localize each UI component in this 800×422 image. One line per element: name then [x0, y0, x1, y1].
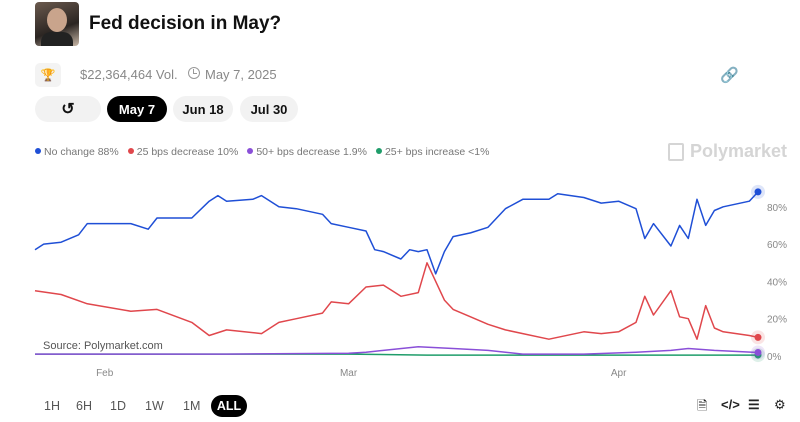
- x-tick-label: Mar: [340, 368, 358, 379]
- timeframe-all[interactable]: ALL: [211, 395, 247, 417]
- end-date: May 7, 2025: [205, 67, 277, 82]
- code-icon[interactable]: </>: [721, 397, 740, 412]
- document-icon[interactable]: 🗎: [697, 398, 708, 413]
- legend-50-decrease: 50+ bps decrease 1.9%: [247, 146, 367, 158]
- legend-25-increase: 25+ bps increase <1%: [375, 146, 489, 158]
- series-line: [34, 191, 759, 275]
- y-tick-label: 60%: [767, 240, 787, 251]
- timeframe-1w[interactable]: 1W: [145, 399, 164, 413]
- series-line: [34, 262, 759, 340]
- timeframe-1d[interactable]: 1D: [110, 399, 126, 413]
- series-line: [35, 345, 759, 355]
- timeframe-6h[interactable]: 6H: [76, 399, 92, 413]
- x-tick-label: Apr: [611, 368, 627, 379]
- volume: $22,364,464 Vol.: [80, 67, 178, 82]
- tab-jul-30[interactable]: Jul 30: [240, 96, 298, 122]
- price-chart: 0% 20% 40% 60% 80% Feb Mar Apr: [34, 184, 787, 379]
- tab-jun-18[interactable]: Jun 18: [173, 96, 233, 122]
- series-end-marker: [754, 188, 762, 196]
- trophy-icon[interactable]: 🏆: [35, 63, 61, 87]
- link-icon[interactable]: 🔗: [720, 67, 739, 84]
- y-tick-label: 40%: [767, 277, 787, 288]
- history-icon: ↺: [61, 101, 75, 118]
- series-end-marker: [754, 348, 762, 356]
- legend-25-decrease: 25 bps decrease 10%: [127, 146, 238, 158]
- tab-may-7[interactable]: May 7: [107, 96, 167, 122]
- market-avatar: [35, 2, 79, 46]
- clock-icon: [188, 67, 200, 79]
- y-tick-label: 80%: [767, 203, 787, 214]
- chart-legend: No change 88% 25 bps decrease 10% 50+ bp…: [35, 146, 489, 158]
- polymarket-logo: Polymarket: [668, 141, 787, 162]
- history-button[interactable]: ↺: [35, 96, 101, 122]
- series-end-marker: [754, 333, 762, 341]
- x-tick-label: Feb: [96, 368, 114, 379]
- market-title: Fed decision in May?: [89, 13, 282, 34]
- timeframe-1m[interactable]: 1M: [183, 399, 201, 413]
- timeframe-1h[interactable]: 1H: [44, 399, 60, 413]
- y-tick-label: 0%: [767, 352, 782, 363]
- y-tick-label: 20%: [767, 315, 787, 326]
- legend-no-change: No change 88%: [35, 146, 119, 158]
- sliders-icon[interactable]: ☰: [748, 397, 760, 412]
- gear-icon[interactable]: ⚙: [774, 397, 786, 412]
- source-label: Source: Polymarket.com: [41, 339, 165, 353]
